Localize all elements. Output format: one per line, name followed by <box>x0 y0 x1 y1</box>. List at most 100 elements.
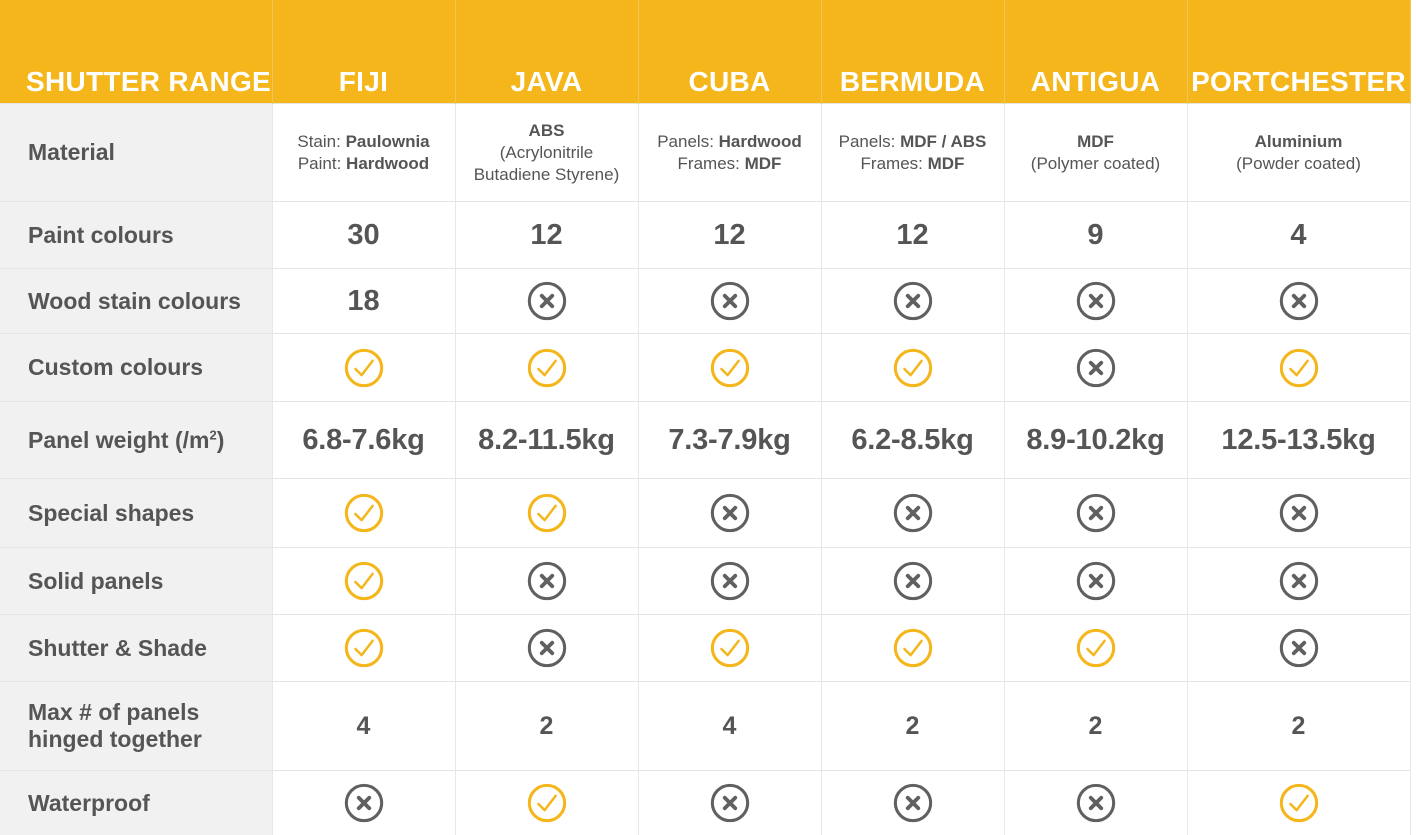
column-header-java: JAVA <box>455 0 638 104</box>
row-shutter-and-shade: Shutter & Shade <box>0 615 1410 682</box>
cell-value: 7.3-7.9kg <box>668 424 790 456</box>
custom-cell-cuba <box>638 334 821 402</box>
cross-icon <box>526 627 568 669</box>
row-material: Material Stain: Paulownia Paint: Hardwoo… <box>0 104 1410 202</box>
material-value: Paulownia <box>346 132 430 151</box>
water-cell-portchester <box>1187 771 1410 835</box>
cell-value: 2 <box>540 712 554 740</box>
check-icon <box>1278 347 1320 389</box>
row-label: Waterproof <box>0 771 272 835</box>
column-header-fiji: FIJI <box>272 0 455 104</box>
cell-value: 6.8-7.6kg <box>302 424 424 456</box>
check-icon <box>709 347 751 389</box>
check-icon <box>1278 782 1320 824</box>
material-cell-java: ABS (Acrylonitrile Butadiene Styrene) <box>455 104 638 202</box>
row-label-line: hinged together <box>28 726 272 753</box>
material-text: Panels: <box>657 132 718 151</box>
solid-cell-antigua <box>1004 548 1187 615</box>
shade-cell-cuba <box>638 615 821 682</box>
water-cell-antigua <box>1004 771 1187 835</box>
cell-value: 12.5-13.5kg <box>1221 424 1375 456</box>
cell-value: 12 <box>896 219 928 251</box>
check-icon <box>343 347 385 389</box>
cell-value: 2 <box>906 712 920 740</box>
row-special-shapes: Special shapes <box>0 479 1410 548</box>
material-note: Butadiene Styrene) <box>456 164 638 186</box>
row-solid-panels: Solid panels <box>0 548 1410 615</box>
stain-cell-antigua <box>1004 269 1187 334</box>
cross-icon <box>1278 492 1320 534</box>
cross-icon <box>343 782 385 824</box>
paint-cell-antigua: 9 <box>1004 202 1187 269</box>
paint-cell-java: 12 <box>455 202 638 269</box>
row-label: Material <box>0 104 272 202</box>
water-cell-java <box>455 771 638 835</box>
cross-icon <box>1075 280 1117 322</box>
check-icon <box>343 560 385 602</box>
paint-cell-bermuda: 12 <box>821 202 1004 269</box>
material-value: Aluminium <box>1255 132 1343 151</box>
row-label-superscript: 2 <box>209 427 216 442</box>
material-text: Paint: <box>298 154 346 173</box>
row-panel-weight: Panel weight (/m2) 6.8-7.6kg 8.2-11.5kg 7.… <box>0 402 1410 479</box>
material-value: ABS <box>529 121 565 140</box>
cross-icon <box>1075 782 1117 824</box>
row-wood-stain-colours: Wood stain colours 18 <box>0 269 1410 334</box>
cross-icon <box>892 492 934 534</box>
material-note: (Acrylonitrile <box>456 142 638 164</box>
water-cell-cuba <box>638 771 821 835</box>
row-label: Shutter & Shade <box>0 615 272 682</box>
check-icon <box>343 492 385 534</box>
row-label: Paint colours <box>0 202 272 269</box>
row-label: Custom colours <box>0 334 272 402</box>
row-label: Panel weight (/m2) <box>0 402 272 479</box>
cross-icon <box>1075 347 1117 389</box>
weight-cell-antigua: 8.9-10.2kg <box>1004 402 1187 479</box>
paint-cell-fiji: 30 <box>272 202 455 269</box>
paint-cell-portchester: 4 <box>1187 202 1410 269</box>
shade-cell-fiji <box>272 615 455 682</box>
custom-cell-antigua <box>1004 334 1187 402</box>
cross-icon <box>709 280 751 322</box>
check-icon <box>343 627 385 669</box>
weight-cell-portchester: 12.5-13.5kg <box>1187 402 1410 479</box>
cross-icon <box>709 492 751 534</box>
cross-icon <box>1278 627 1320 669</box>
cell-value: 12 <box>713 219 745 251</box>
check-icon <box>526 492 568 534</box>
weight-cell-cuba: 7.3-7.9kg <box>638 402 821 479</box>
cross-icon <box>526 560 568 602</box>
row-label-line: Max # of panels <box>28 699 272 726</box>
material-value: Hardwood <box>346 154 429 173</box>
stain-cell-portchester <box>1187 269 1410 334</box>
shapes-cell-antigua <box>1004 479 1187 548</box>
cell-value: 4 <box>723 712 737 740</box>
shapes-cell-fiji <box>272 479 455 548</box>
weight-cell-bermuda: 6.2-8.5kg <box>821 402 1004 479</box>
panels-cell-cuba: 4 <box>638 682 821 771</box>
row-label-text: Panel weight (/m <box>28 427 209 453</box>
weight-cell-java: 8.2-11.5kg <box>455 402 638 479</box>
cell-value: 30 <box>347 219 379 251</box>
solid-cell-bermuda <box>821 548 1004 615</box>
cross-icon <box>526 280 568 322</box>
custom-cell-bermuda <box>821 334 1004 402</box>
cell-value: 8.2-11.5kg <box>478 424 615 456</box>
column-header-portchester: PORTCHESTER <box>1187 0 1410 104</box>
material-value: MDF <box>928 154 965 173</box>
check-icon <box>526 782 568 824</box>
material-text: Stain: <box>297 132 345 151</box>
check-icon <box>709 627 751 669</box>
row-label: Wood stain colours <box>0 269 272 334</box>
material-cell-cuba: Panels: Hardwood Frames: MDF <box>638 104 821 202</box>
row-custom-colours: Custom colours <box>0 334 1410 402</box>
water-cell-fiji <box>272 771 455 835</box>
row-label-suffix: ) <box>217 427 225 453</box>
material-value: Hardwood <box>719 132 802 151</box>
custom-cell-fiji <box>272 334 455 402</box>
panels-cell-java: 2 <box>455 682 638 771</box>
material-note: (Polymer coated) <box>1005 153 1187 175</box>
